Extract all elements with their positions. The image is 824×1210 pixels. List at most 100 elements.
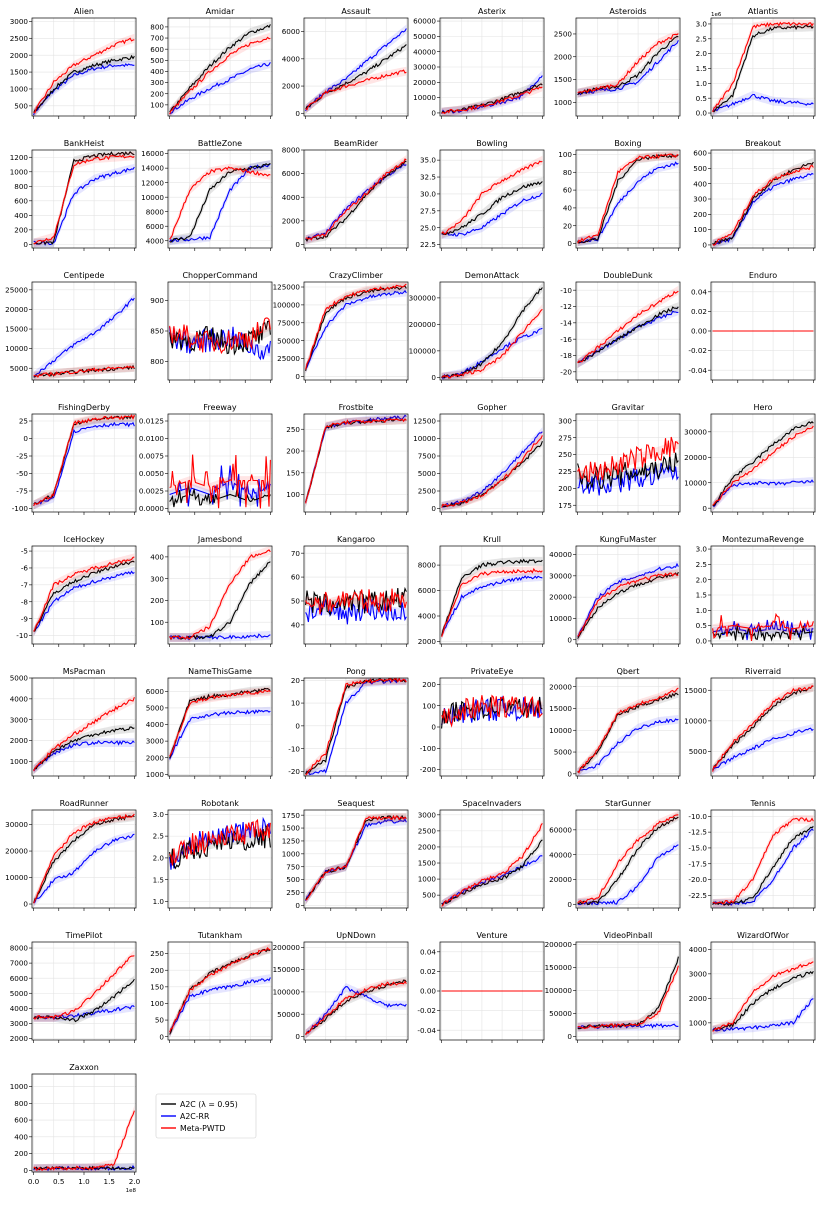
panel-title: Assault: [341, 7, 370, 16]
y-tick-label: 1250: [282, 837, 301, 846]
series-band-a2c-rr: [33, 293, 135, 380]
series-band-meta-pwtd: [712, 422, 814, 512]
y-tick-label: 0: [295, 721, 300, 730]
y-tick-label: -18: [560, 351, 572, 360]
series-line-meta-pwtd: [712, 425, 814, 506]
panel-mspacman: 1000 2000 3000 4000 5000 MsPacman: [10, 667, 137, 779]
series-band-meta-pwtd: [305, 66, 407, 114]
y-tick-label: 0: [702, 241, 707, 250]
panel-asteroids: 1000 1500 2000 2500 Asteroids: [554, 7, 681, 119]
series-line-meta-pwtd: [33, 813, 135, 904]
axes-frame: [31, 1073, 137, 1173]
y-tick-label: 2000: [418, 637, 437, 646]
y-tick-label: 150000: [545, 963, 573, 972]
y-tick-label: 0.0125: [139, 417, 164, 426]
y-tick-label: 200: [422, 680, 436, 689]
panel-robotank: 1.0 1.5 2.0 2.5 3.0 Robotank: [153, 799, 273, 911]
y-tick-label: 0.0100: [139, 434, 165, 443]
y-exponent: 1e6: [711, 12, 722, 18]
series-line-a2c-rr: [712, 172, 814, 246]
y-tick-label: 600: [14, 196, 28, 205]
y-tick-label: 200: [693, 210, 707, 219]
y-tick-label: 15000: [5, 325, 28, 334]
panel-boxing: 0 20 40 60 80 100 Boxing: [558, 139, 681, 251]
y-tick-label: 8000: [418, 561, 437, 570]
y-tick-label: 850: [150, 327, 164, 336]
y-tick-label: 2000: [10, 1034, 29, 1043]
y-tick-label: -200: [420, 765, 437, 774]
y-tick-label: 2.5: [696, 34, 707, 43]
y-tick-label: 60: [563, 186, 573, 195]
y-tick-label: 800: [14, 1099, 28, 1108]
series-line-meta-pwtd: [305, 814, 407, 901]
series-line-a2c-rr: [33, 740, 135, 772]
series-line-meta-pwtd: [441, 435, 543, 508]
legend: A2C (λ = 0.95) A2C-RR Meta-PWTD: [155, 1093, 257, 1139]
y-tick-label: 4000: [10, 1004, 29, 1013]
series-line-meta-pwtd: [577, 965, 679, 1030]
y-tick-label: -8: [21, 597, 29, 606]
y-tick-label: 750: [286, 862, 300, 871]
y-tick-label: 8000: [146, 207, 165, 216]
series-band-a2c-0-95: [33, 812, 135, 908]
y-tick-label: 40000: [549, 850, 572, 859]
series-line-a2c-0-95: [305, 417, 407, 503]
series-band-a2c-0-95: [577, 953, 679, 1032]
y-tick-label: 2500: [10, 34, 29, 43]
y-tick-label: 30.0: [420, 190, 436, 199]
series-band-a2c-0-95: [712, 157, 814, 248]
y-tick-label: 2000: [282, 82, 301, 91]
series-band-meta-pwtd: [712, 682, 814, 775]
series-line-a2c-0-95: [33, 54, 135, 113]
series-band-meta-pwtd: [441, 304, 543, 380]
y-tick-label: 40: [563, 204, 573, 213]
series-line-meta-pwtd: [305, 158, 407, 241]
series-line-a2c-0-95: [577, 306, 679, 363]
y-tick-label: 400: [693, 179, 707, 188]
panel-title: Robotank: [201, 799, 239, 808]
series-band-meta-pwtd: [577, 150, 679, 247]
panel-title: Breakout: [745, 139, 781, 148]
series-band-a2c-0-95: [441, 836, 543, 908]
y-tick-label: 12000: [141, 178, 164, 187]
x-tick-label: 1.0: [78, 1177, 90, 1186]
panel-title: Gopher: [477, 403, 507, 412]
y-tick-label: 1.0: [153, 897, 165, 906]
series-band-meta-pwtd: [169, 163, 271, 246]
panel-kangaroo: 40 50 60 70 Kangaroo: [291, 535, 409, 647]
panel-timepilot: 2000 3000 4000 5000 6000 7000 8000 TimePilot: [10, 931, 137, 1043]
series-band-a2c-0-95: [169, 685, 271, 763]
y-tick-label: 0.0075: [139, 452, 164, 461]
panel-stargunner: 0 20000 40000 60000 StarGunner: [549, 799, 681, 911]
y-tick-label: 3.0: [153, 810, 165, 819]
y-tick-label: 10000: [413, 93, 436, 102]
y-tick-label: 0: [295, 1032, 300, 1041]
series-line-a2c-0-95: [305, 160, 407, 243]
y-tick-label: 3000: [10, 17, 29, 26]
panel-title: BankHeist: [64, 139, 105, 148]
series-band-a2c-0-95: [169, 21, 271, 116]
panel-venture: -0.04 -0.02 0.00 0.02 0.04 Venture: [417, 931, 545, 1043]
y-tick-label: 3.0: [696, 20, 708, 29]
series-band-a2c-rr: [169, 706, 271, 763]
y-tick-label: 8000: [282, 146, 301, 155]
series-band-a2c-0-95: [577, 569, 679, 642]
y-tick-label: 100: [150, 618, 164, 627]
panel-gravitar: 175 200 225 250 275 300 Gravitar: [558, 403, 681, 515]
series-band-meta-pwtd: [33, 151, 135, 248]
y-tick-label: 20000: [5, 305, 28, 314]
y-tick-label: 600: [14, 1116, 28, 1125]
panel-title: Alien: [74, 7, 94, 16]
y-tick-label: 6000: [10, 974, 29, 983]
y-tick-label: 500: [14, 101, 28, 110]
y-tick-label: 50000: [277, 1010, 300, 1019]
y-tick-label: 0: [295, 372, 300, 381]
series-line-a2c-0-95: [169, 162, 271, 243]
panel-qbert: 0 5000 10000 15000 20000 Qbert: [549, 667, 681, 779]
y-tick-label: -15.0: [688, 844, 707, 853]
y-tick-label: 900: [150, 296, 164, 305]
y-tick-label: 1000: [10, 85, 29, 94]
series-band-a2c-0-95: [33, 975, 135, 1025]
series-line-a2c-0-95: [712, 970, 814, 1031]
y-tick-label: 4000: [10, 694, 29, 703]
